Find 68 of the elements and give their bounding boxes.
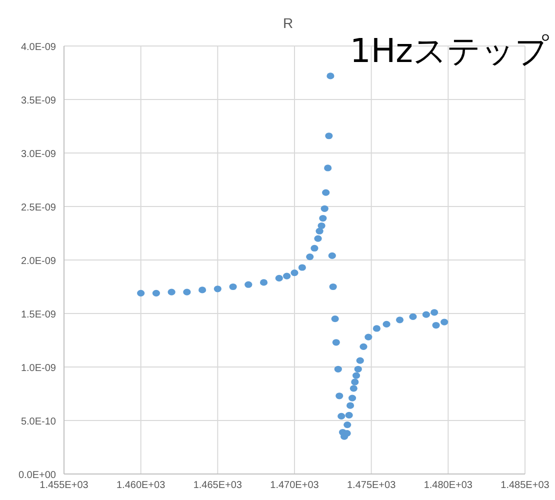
point — [344, 421, 352, 428]
point — [183, 288, 191, 296]
y-tick-label: 2.0E-09 — [20, 256, 56, 267]
y-tick-label: 1.0E-09 — [20, 363, 56, 374]
point — [310, 244, 318, 252]
point — [328, 252, 336, 260]
point — [336, 392, 344, 400]
x-tick-label: 1.460E+03 — [116, 480, 166, 491]
point — [168, 288, 176, 296]
point — [332, 339, 340, 346]
point — [338, 412, 346, 420]
point — [198, 286, 206, 294]
point — [422, 311, 430, 318]
point — [432, 322, 440, 329]
point — [319, 214, 327, 222]
point — [346, 402, 354, 409]
point — [334, 366, 342, 372]
point — [326, 72, 334, 80]
point — [345, 412, 353, 418]
point — [329, 283, 337, 290]
point — [306, 253, 314, 260]
x-tick-label: 1.470E+03 — [270, 480, 320, 491]
point — [152, 290, 160, 296]
x-tick-label: 1.475E+03 — [346, 480, 396, 491]
point — [409, 313, 417, 320]
point — [314, 235, 322, 242]
point — [229, 283, 237, 290]
point — [360, 343, 368, 350]
point — [260, 279, 268, 286]
point — [325, 132, 333, 140]
point — [320, 205, 328, 212]
point — [356, 357, 364, 364]
point — [137, 290, 145, 296]
x-tick-label: 1.485E+03 — [500, 480, 550, 491]
point — [352, 372, 360, 379]
y-tick-label: 0.0E+00 — [18, 470, 56, 481]
point — [331, 316, 339, 322]
y-tick-label: 2.5E-09 — [20, 202, 56, 214]
y-tick-label: 3.0E-09 — [20, 149, 56, 160]
point — [348, 394, 356, 402]
point — [440, 318, 448, 326]
point — [290, 270, 298, 276]
point — [214, 286, 222, 292]
point — [372, 325, 381, 332]
point — [316, 228, 324, 234]
point — [396, 316, 404, 324]
point — [351, 378, 359, 386]
y-tick-label: 4.0E-09 — [20, 42, 56, 53]
point — [364, 334, 372, 340]
annotation: 1Hzステップ — [350, 31, 549, 70]
x-tick-label: 1.465E+03 — [193, 480, 242, 491]
point — [354, 366, 362, 372]
point — [382, 320, 390, 328]
y-tick-label: 3.5E-09 — [20, 96, 56, 106]
point — [318, 222, 326, 230]
point — [430, 309, 438, 316]
point — [324, 164, 332, 172]
point — [275, 274, 283, 282]
point — [244, 281, 252, 288]
point — [322, 189, 330, 196]
x-tick-label: 1.455E+03 — [40, 480, 89, 491]
point — [298, 264, 306, 271]
y-tick-label: 5.0E-10 — [20, 416, 56, 428]
point — [350, 385, 358, 392]
x-tick-label: 1.480E+03 — [424, 480, 473, 491]
point — [283, 272, 291, 280]
y-tick-label: 1.5E-09 — [20, 310, 56, 320]
chart-title: R — [282, 15, 294, 31]
